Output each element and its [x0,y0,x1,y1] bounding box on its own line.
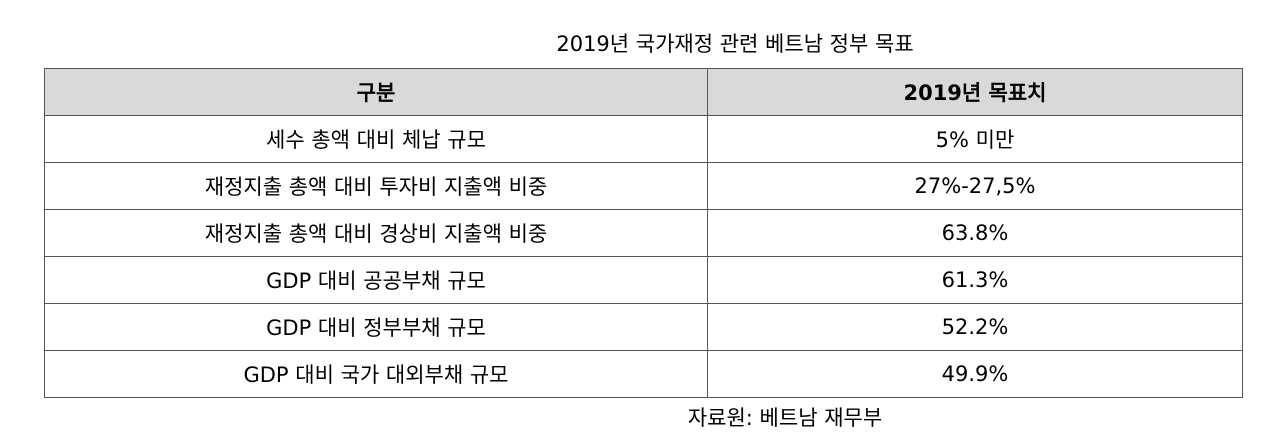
table-row: GDP 대비 공공부채 규모 61.3% [44,256,1243,304]
row-target: 27%-27,5% [707,162,1243,210]
row-category: GDP 대비 정부부채 규모 [44,303,708,351]
header-target: 2019년 목표치 [707,68,1243,116]
row-target: 52.2% [707,303,1243,351]
row-category: 재정지출 총액 대비 경상비 지출액 비중 [44,209,708,257]
table-header-row: 구분 2019년 목표치 [44,68,1243,116]
row-target: 5% 미만 [707,115,1243,163]
table-row: 재정지출 총액 대비 투자비 지출액 비중 27%-27,5% [44,162,1243,210]
header-category: 구분 [44,68,708,116]
table-title: 2019년 국가재정 관련 베트남 정부 목표 [556,32,914,56]
targets-table: 구분 2019년 목표치 세수 총액 대비 체납 규모 5% 미만 재정지출 총액… [44,68,1243,398]
row-target: 63.8% [707,209,1243,257]
row-category: GDP 대비 공공부채 규모 [44,256,708,304]
row-category: GDP 대비 국가 대외부채 규모 [44,350,708,398]
row-target: 49.9% [707,350,1243,398]
source-note: 자료원: 베트남 재무부 [687,406,883,430]
row-category: 재정지출 총액 대비 투자비 지출액 비중 [44,162,708,210]
table-row: 재정지출 총액 대비 경상비 지출액 비중 63.8% [44,209,1243,257]
table-row: GDP 대비 국가 대외부채 규모 49.9% [44,350,1243,398]
table-row: GDP 대비 정부부채 규모 52.2% [44,303,1243,351]
row-category: 세수 총액 대비 체납 규모 [44,115,708,163]
row-target: 61.3% [707,256,1243,304]
table-row: 세수 총액 대비 체납 규모 5% 미만 [44,115,1243,163]
